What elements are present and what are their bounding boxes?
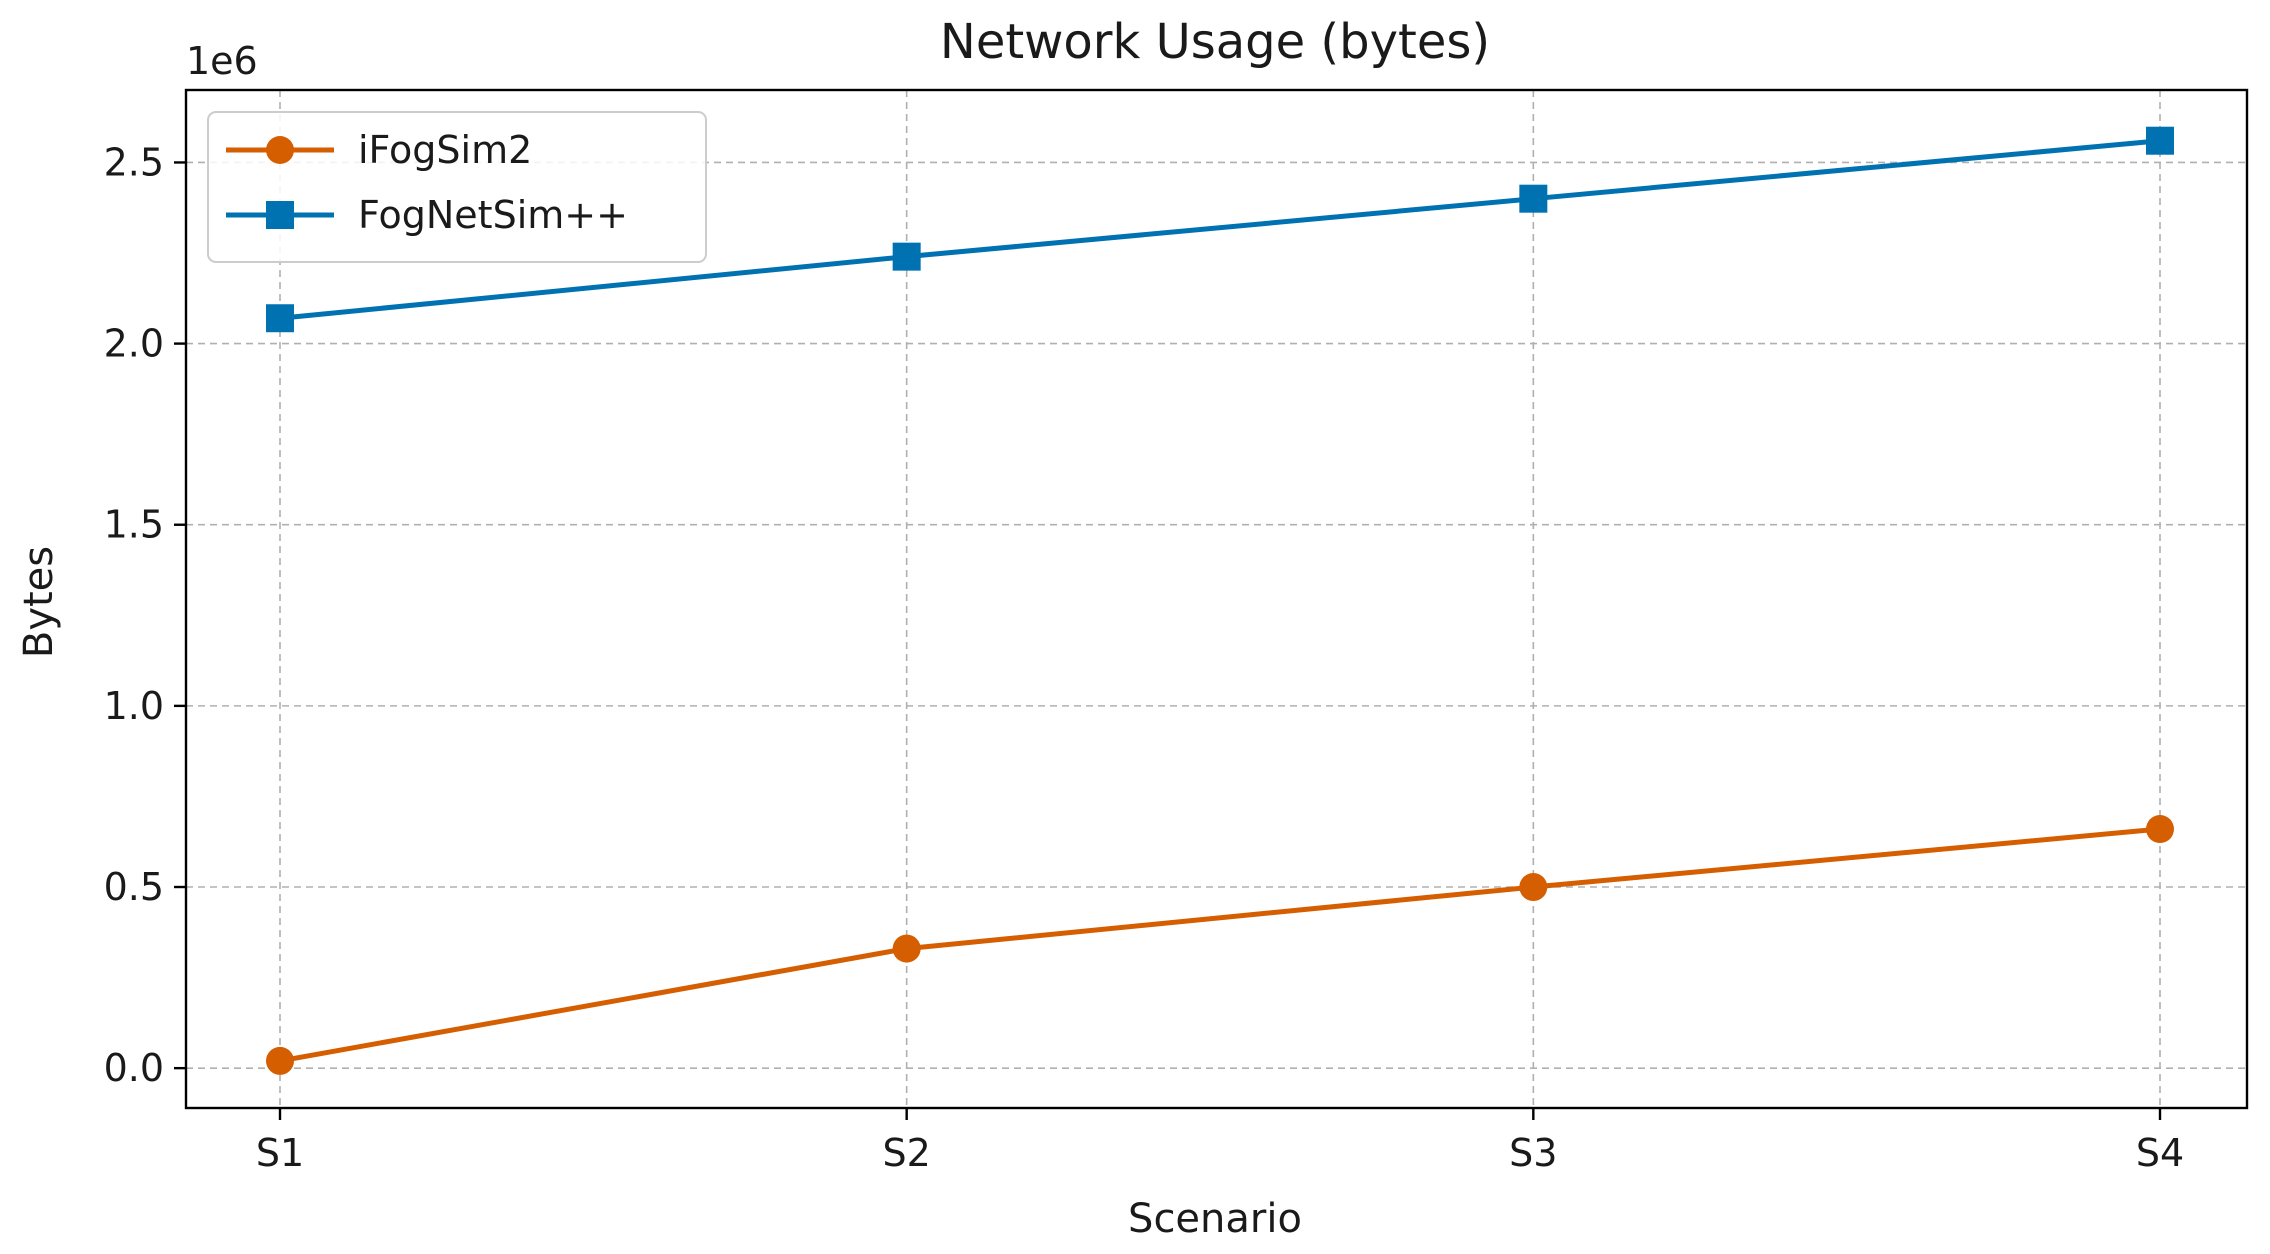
x-axis-label: Scenario xyxy=(1128,1196,1302,1242)
ifogsim2-point xyxy=(892,934,921,963)
y-tick-label: 1.0 xyxy=(104,684,164,728)
y-tick-label: 0.0 xyxy=(104,1046,164,1090)
legend-marker-circle xyxy=(266,136,294,164)
legend-item-fognetsim: FogNetSim++ xyxy=(226,193,628,237)
plot-frame xyxy=(184,88,2249,1110)
fognetsim-point xyxy=(1519,184,1548,213)
axis-ticks: S1 S2 S3 S4 0.0 0.5 1.0 1.5 2.0 2.5 xyxy=(104,140,2185,1175)
x-tick-label: S2 xyxy=(883,1131,931,1175)
x-tick-label: S4 xyxy=(2136,1131,2184,1175)
y-tick-label: 1.5 xyxy=(104,503,164,547)
series-fognetsim xyxy=(266,126,2174,333)
y-tick-label: 2.5 xyxy=(104,140,164,184)
ifogsim2-point xyxy=(2146,815,2174,844)
legend: iFogSim2 FogNetSim++ xyxy=(207,111,707,263)
ifogsim2-point xyxy=(266,1046,294,1075)
chart-title: Network Usage (bytes) xyxy=(940,14,1490,70)
y-tick-label: 0.5 xyxy=(104,865,164,909)
fognetsim-line xyxy=(279,138,2161,321)
fognetsim-point xyxy=(892,242,921,271)
x-tick-label: S1 xyxy=(256,1131,304,1175)
ifogsim2-line xyxy=(279,826,2161,1064)
series-ifogsim2 xyxy=(266,815,2174,1075)
legend-marker-square xyxy=(266,201,294,229)
series-lines xyxy=(266,126,2174,1075)
fognetsim-point xyxy=(2146,126,2174,155)
legend-item-ifogsim2: iFogSim2 xyxy=(226,128,532,172)
y-axis-label: Bytes xyxy=(16,546,62,658)
y-tick-label: 2.0 xyxy=(104,322,164,366)
x-tick-label: S3 xyxy=(1509,1131,1557,1175)
legend-label: FogNetSim++ xyxy=(358,193,628,237)
ifogsim2-point xyxy=(1519,873,1548,902)
fognetsim-point xyxy=(266,304,294,333)
y-offset-label: 1e6 xyxy=(186,39,258,83)
legend-label: iFogSim2 xyxy=(358,128,532,172)
